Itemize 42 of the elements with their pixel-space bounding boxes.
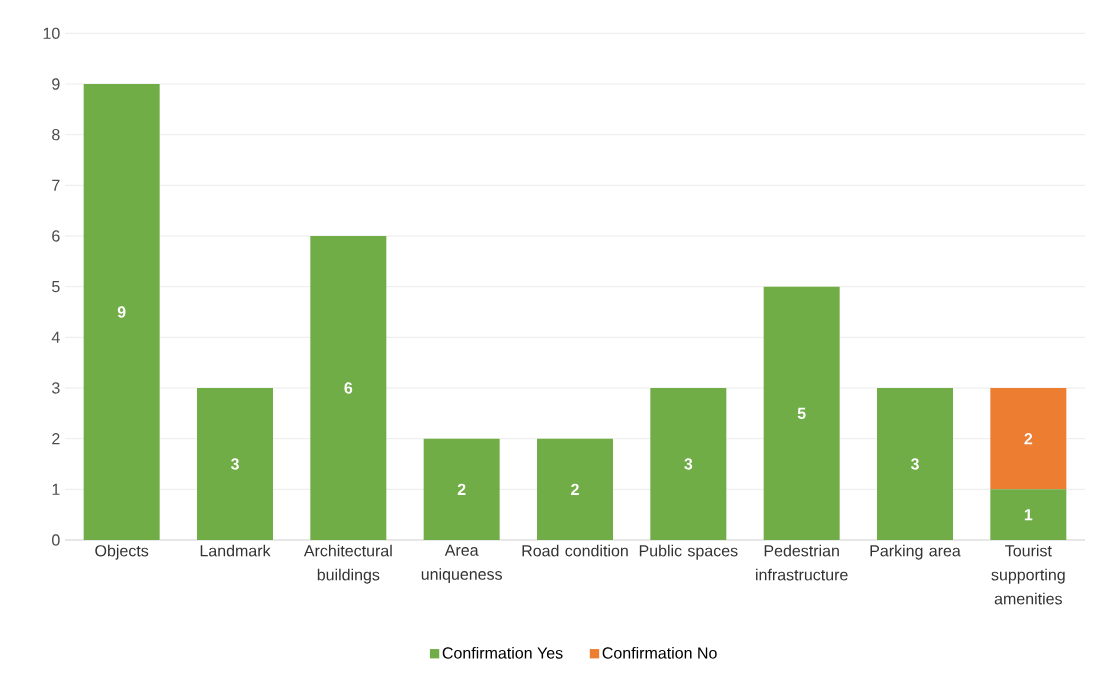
data-label: 2 [1024, 433, 1033, 445]
bar [763, 286, 840, 540]
x-tick-label: Road condition [522, 544, 628, 557]
data-label: 3 [910, 458, 919, 470]
y-tick-label: 6 [52, 230, 60, 242]
data-label: 1 [1024, 509, 1033, 521]
data-label: 6 [344, 382, 353, 394]
y-tick-label: 1 [52, 483, 60, 495]
x-tick-label: Parking area [870, 544, 961, 560]
x-tick-label: Area uniqueness [421, 544, 502, 584]
x-tick-label: Objects [95, 544, 149, 560]
data-label: 5 [797, 407, 806, 419]
y-tick-label: 7 [52, 179, 60, 191]
bar [310, 236, 387, 540]
bar [197, 388, 273, 540]
y-tick-label: 10 [43, 27, 60, 39]
data-label: 3 [230, 458, 239, 470]
x-tick-label: Landmark [200, 544, 271, 557]
bar [650, 388, 727, 540]
x-tick-label: Pedestrian infrastructure [756, 544, 848, 581]
legend-label: Confirmation Yes [442, 646, 563, 659]
y-tick-label: 2 [52, 433, 60, 445]
y-tick-label: 5 [52, 281, 60, 293]
x-tick-label: Public spaces [639, 544, 738, 560]
bar [990, 489, 1067, 540]
y-tick-label: 8 [52, 129, 60, 141]
y-tick-label: 0 [52, 534, 60, 546]
bar [83, 84, 160, 540]
legend-label: Confirmation No [602, 646, 717, 659]
bar [537, 438, 614, 540]
y-tick-label: 9 [52, 78, 60, 90]
data-label: 9 [117, 306, 126, 318]
data-label: 2 [571, 483, 579, 495]
data-label: 2 [457, 483, 466, 495]
bar [877, 388, 953, 540]
data-label: 3 [684, 458, 693, 470]
y-tick-label: 3 [52, 382, 60, 394]
bar [423, 438, 500, 540]
bar [990, 388, 1067, 490]
y-tick-label: 4 [51, 331, 60, 343]
x-tick-label: Architectural buildings [303, 544, 392, 584]
x-tick-label: Tourist supporting amenities [991, 544, 1065, 605]
